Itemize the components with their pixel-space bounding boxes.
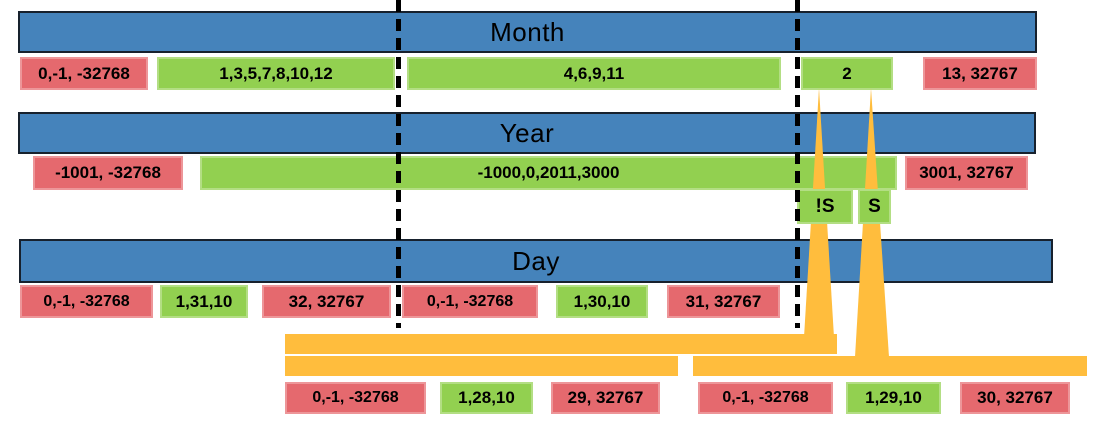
year-bar: Year (18, 112, 1036, 154)
month-partition-31day-months: 1,3,5,7,8,10,12 (157, 57, 395, 90)
feb-leap-valid: 1,29,10 (846, 382, 941, 414)
year-partition-invalid-low: -1001, -32768 (33, 156, 183, 190)
day31-partition-valid: 1,31,10 (160, 285, 248, 318)
not-leap-connector-bar (285, 334, 837, 354)
year-bar-label: Year (499, 117, 555, 148)
feb-leap-group-bar (693, 356, 1087, 376)
leap-flag-box: S (858, 189, 891, 224)
day-bar-label: Day (512, 245, 560, 276)
not-leap-flag-box: !S (797, 189, 853, 224)
month-partition-30day-months: 4,6,9,11 (407, 57, 781, 90)
feb-nonleap-invalid-high: 29, 32767 (551, 382, 660, 414)
month-partition-invalid-high: 13, 32767 (923, 57, 1037, 90)
month-partition-february: 2 (801, 57, 893, 90)
month-bar-label: Month (490, 16, 565, 47)
feb-leap-invalid-high: 30, 32767 (960, 382, 1070, 414)
dashed-divider-right (795, 0, 800, 328)
year-partition-invalid-high: 3001, 32767 (905, 156, 1028, 190)
day30-partition-invalid-high: 31, 32767 (667, 285, 780, 318)
feb-leap-invalid-low: 0,-1, -32768 (698, 382, 833, 414)
day31-partition-invalid-high: 32, 32767 (262, 285, 391, 318)
year-partition-valid: -1000,0,2011,3000 (200, 156, 897, 190)
day-bar: Day (19, 239, 1053, 283)
day30-partition-valid: 1,30,10 (556, 285, 648, 318)
dashed-divider-left (396, 0, 401, 328)
feb-nonleap-invalid-low: 0,-1, -32768 (285, 382, 426, 414)
month-partition-invalid-low: 0,-1, -32768 (20, 57, 148, 90)
day30-partition-invalid-low: 0,-1, -32768 (402, 285, 538, 318)
feb-nonleap-group-bar (285, 356, 678, 376)
month-bar: Month (18, 11, 1037, 53)
day31-partition-invalid-low: 0,-1, -32768 (20, 285, 153, 318)
feb-nonleap-valid: 1,28,10 (440, 382, 533, 414)
